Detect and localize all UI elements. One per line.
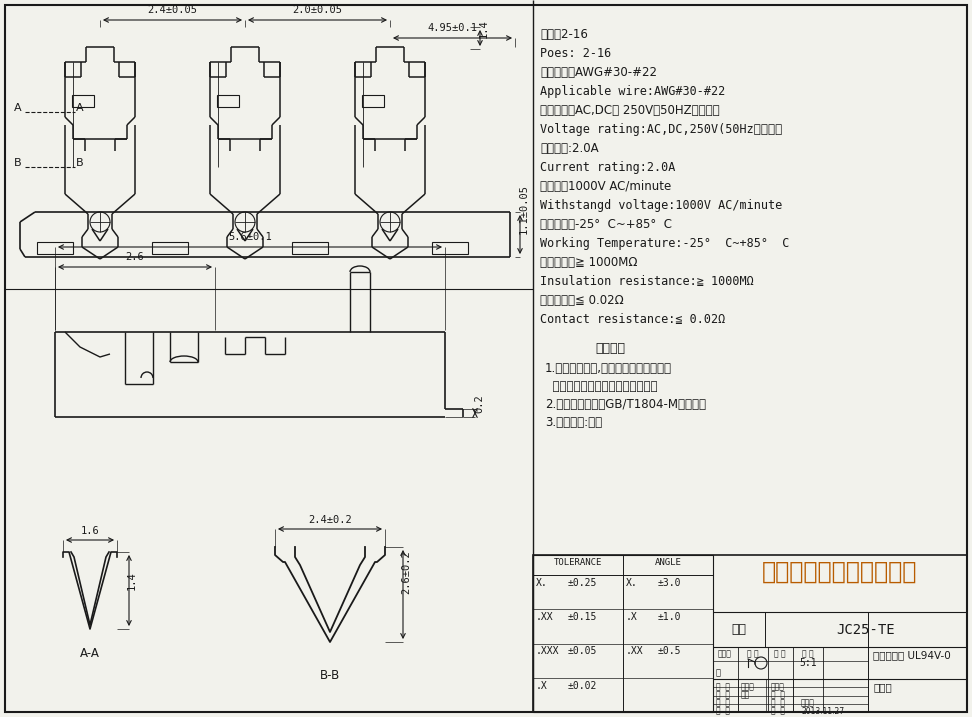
Text: 2.0±0.05: 2.0±0.05 <box>293 5 342 15</box>
Text: .XX: .XX <box>626 647 643 657</box>
Text: 重 量: 重 量 <box>774 649 785 658</box>
Bar <box>432 242 468 254</box>
Text: 1.1±0.05: 1.1±0.05 <box>519 184 529 234</box>
Text: 伍井平: 伍井平 <box>741 682 755 691</box>
Bar <box>533 555 713 712</box>
Text: B-B: B-B <box>320 669 340 682</box>
Text: 工作温度：-25°  C~+85°  C: 工作温度：-25° C~+85° C <box>540 218 672 231</box>
Text: 线数：2-16: 线数：2-16 <box>540 28 588 41</box>
Bar <box>533 555 967 712</box>
Text: 3.表面阔涂:锡铅: 3.表面阔涂:锡铅 <box>545 416 602 429</box>
Text: A: A <box>15 103 21 113</box>
Text: 额定电流:2.0A: 额定电流:2.0A <box>540 142 599 155</box>
Text: 退层无氧化、脱落、发黄等现象。: 退层无氧化、脱落、发黄等现象。 <box>545 380 657 393</box>
Bar <box>72 95 94 107</box>
Text: 适用线规：AWG#30-#22: 适用线规：AWG#30-#22 <box>540 66 657 79</box>
Text: 绵缘电阵：≧ 1000MΩ: 绵缘电阵：≧ 1000MΩ <box>540 256 638 269</box>
Text: ±0.15: ±0.15 <box>568 612 598 622</box>
Text: 批  准: 批 准 <box>771 698 785 708</box>
Text: 记: 记 <box>716 668 721 677</box>
Text: 2.6: 2.6 <box>125 252 145 262</box>
Text: 1.6: 1.6 <box>81 526 99 536</box>
Text: Contact resistance:≦ 0.02Ω: Contact resistance:≦ 0.02Ω <box>540 313 725 326</box>
Text: B: B <box>15 158 21 168</box>
Text: ±0.5: ±0.5 <box>658 647 681 657</box>
Text: 品名: 品名 <box>732 623 746 636</box>
Bar <box>292 242 328 254</box>
Text: Withstangd voltage:1000V AC/minute: Withstangd voltage:1000V AC/minute <box>540 199 782 212</box>
Text: 2.4±0.05: 2.4±0.05 <box>148 5 197 15</box>
Text: ±0.05: ±0.05 <box>568 647 598 657</box>
Text: 审  定: 审 定 <box>771 690 785 699</box>
Text: Insulation resistance:≧ 1000MΩ: Insulation resistance:≧ 1000MΩ <box>540 275 753 288</box>
Text: 0.2: 0.2 <box>474 394 484 413</box>
Text: 深圳市珺连电子有限公司: 深圳市珺连电子有限公司 <box>762 560 918 584</box>
Text: ±3.0: ±3.0 <box>658 578 681 588</box>
Text: 吴江红: 吴江红 <box>801 698 815 708</box>
Text: 接触电阵：≦ 0.02Ω: 接触电阵：≦ 0.02Ω <box>540 294 624 307</box>
Text: Current rating:2.0A: Current rating:2.0A <box>540 161 676 174</box>
Text: 5.6±0.1: 5.6±0.1 <box>228 232 272 242</box>
Text: X.: X. <box>626 578 638 588</box>
Text: 额定电压：AC,DC， 250V（50HZ有效値）: 额定电压：AC,DC， 250V（50HZ有效値） <box>540 104 719 117</box>
Text: 设  计: 设 计 <box>716 682 730 691</box>
Bar <box>37 242 73 254</box>
Text: 日  期: 日 期 <box>771 707 785 716</box>
Text: 1.4: 1.4 <box>127 571 137 591</box>
Text: 材料：: 材料： <box>873 682 891 692</box>
Text: 材料：尼龙 UL94V-0: 材料：尼龙 UL94V-0 <box>873 650 951 660</box>
Text: 5:1: 5:1 <box>799 658 816 668</box>
Text: .XXX: .XXX <box>536 647 560 657</box>
Bar <box>217 95 239 107</box>
Text: A-A: A-A <box>80 647 100 660</box>
Text: 耐压値：1000V AC/minute: 耐压値：1000V AC/minute <box>540 180 672 193</box>
Text: 视 图: 视 图 <box>747 649 759 658</box>
Bar <box>152 242 188 254</box>
Text: 2013.11.27: 2013.11.27 <box>801 707 844 716</box>
Text: 工  艺: 工 艺 <box>716 707 730 716</box>
Text: ±1.0: ±1.0 <box>658 612 681 622</box>
Text: Voltage rating:AC,DC,250V(50Hz有效値）: Voltage rating:AC,DC,250V(50Hz有效値） <box>540 123 782 136</box>
Text: JC25-TE: JC25-TE <box>837 622 895 637</box>
Bar <box>362 95 384 107</box>
Text: .X: .X <box>536 680 548 690</box>
Text: ANGLE: ANGLE <box>654 558 681 567</box>
Text: Applicable wire:AWG#30-#22: Applicable wire:AWG#30-#22 <box>540 85 725 98</box>
Text: B: B <box>76 158 84 168</box>
Text: 1.4: 1.4 <box>479 19 489 38</box>
Text: 比 例: 比 例 <box>802 649 814 658</box>
Text: 2.6±0.2: 2.6±0.2 <box>401 551 411 594</box>
Text: 技术要求: 技术要求 <box>595 342 625 355</box>
Text: 审  核: 审 核 <box>716 698 730 708</box>
Text: ±0.02: ±0.02 <box>568 680 598 690</box>
Text: 1.端子表面平整,无裂纹、毛刺等缺陷；: 1.端子表面平整,无裂纹、毛刺等缺陷； <box>545 362 672 375</box>
Text: A: A <box>76 103 84 113</box>
Text: 2.4±0.2: 2.4±0.2 <box>308 515 352 525</box>
Text: .X: .X <box>626 612 638 622</box>
Text: .XX: .XX <box>536 612 554 622</box>
Text: ±0.25: ±0.25 <box>568 578 598 588</box>
Text: 校  对: 校 对 <box>716 690 730 699</box>
Text: 标准化: 标准化 <box>771 682 784 691</box>
Text: 2.未注尺寸公差按GB/T1804-M级执行。: 2.未注尺寸公差按GB/T1804-M级执行。 <box>545 398 706 411</box>
Text: 图样标: 图样标 <box>718 649 732 658</box>
Text: 4.95±0.1: 4.95±0.1 <box>428 23 477 33</box>
Text: TOLERANCE: TOLERANCE <box>554 558 603 567</box>
Text: Poes: 2-16: Poes: 2-16 <box>540 47 611 60</box>
Text: X.: X. <box>536 578 548 588</box>
Text: Working Temperature:-25°  C~+85°  C: Working Temperature:-25° C~+85° C <box>540 237 789 250</box>
Text: 骆体: 骆体 <box>741 690 750 699</box>
